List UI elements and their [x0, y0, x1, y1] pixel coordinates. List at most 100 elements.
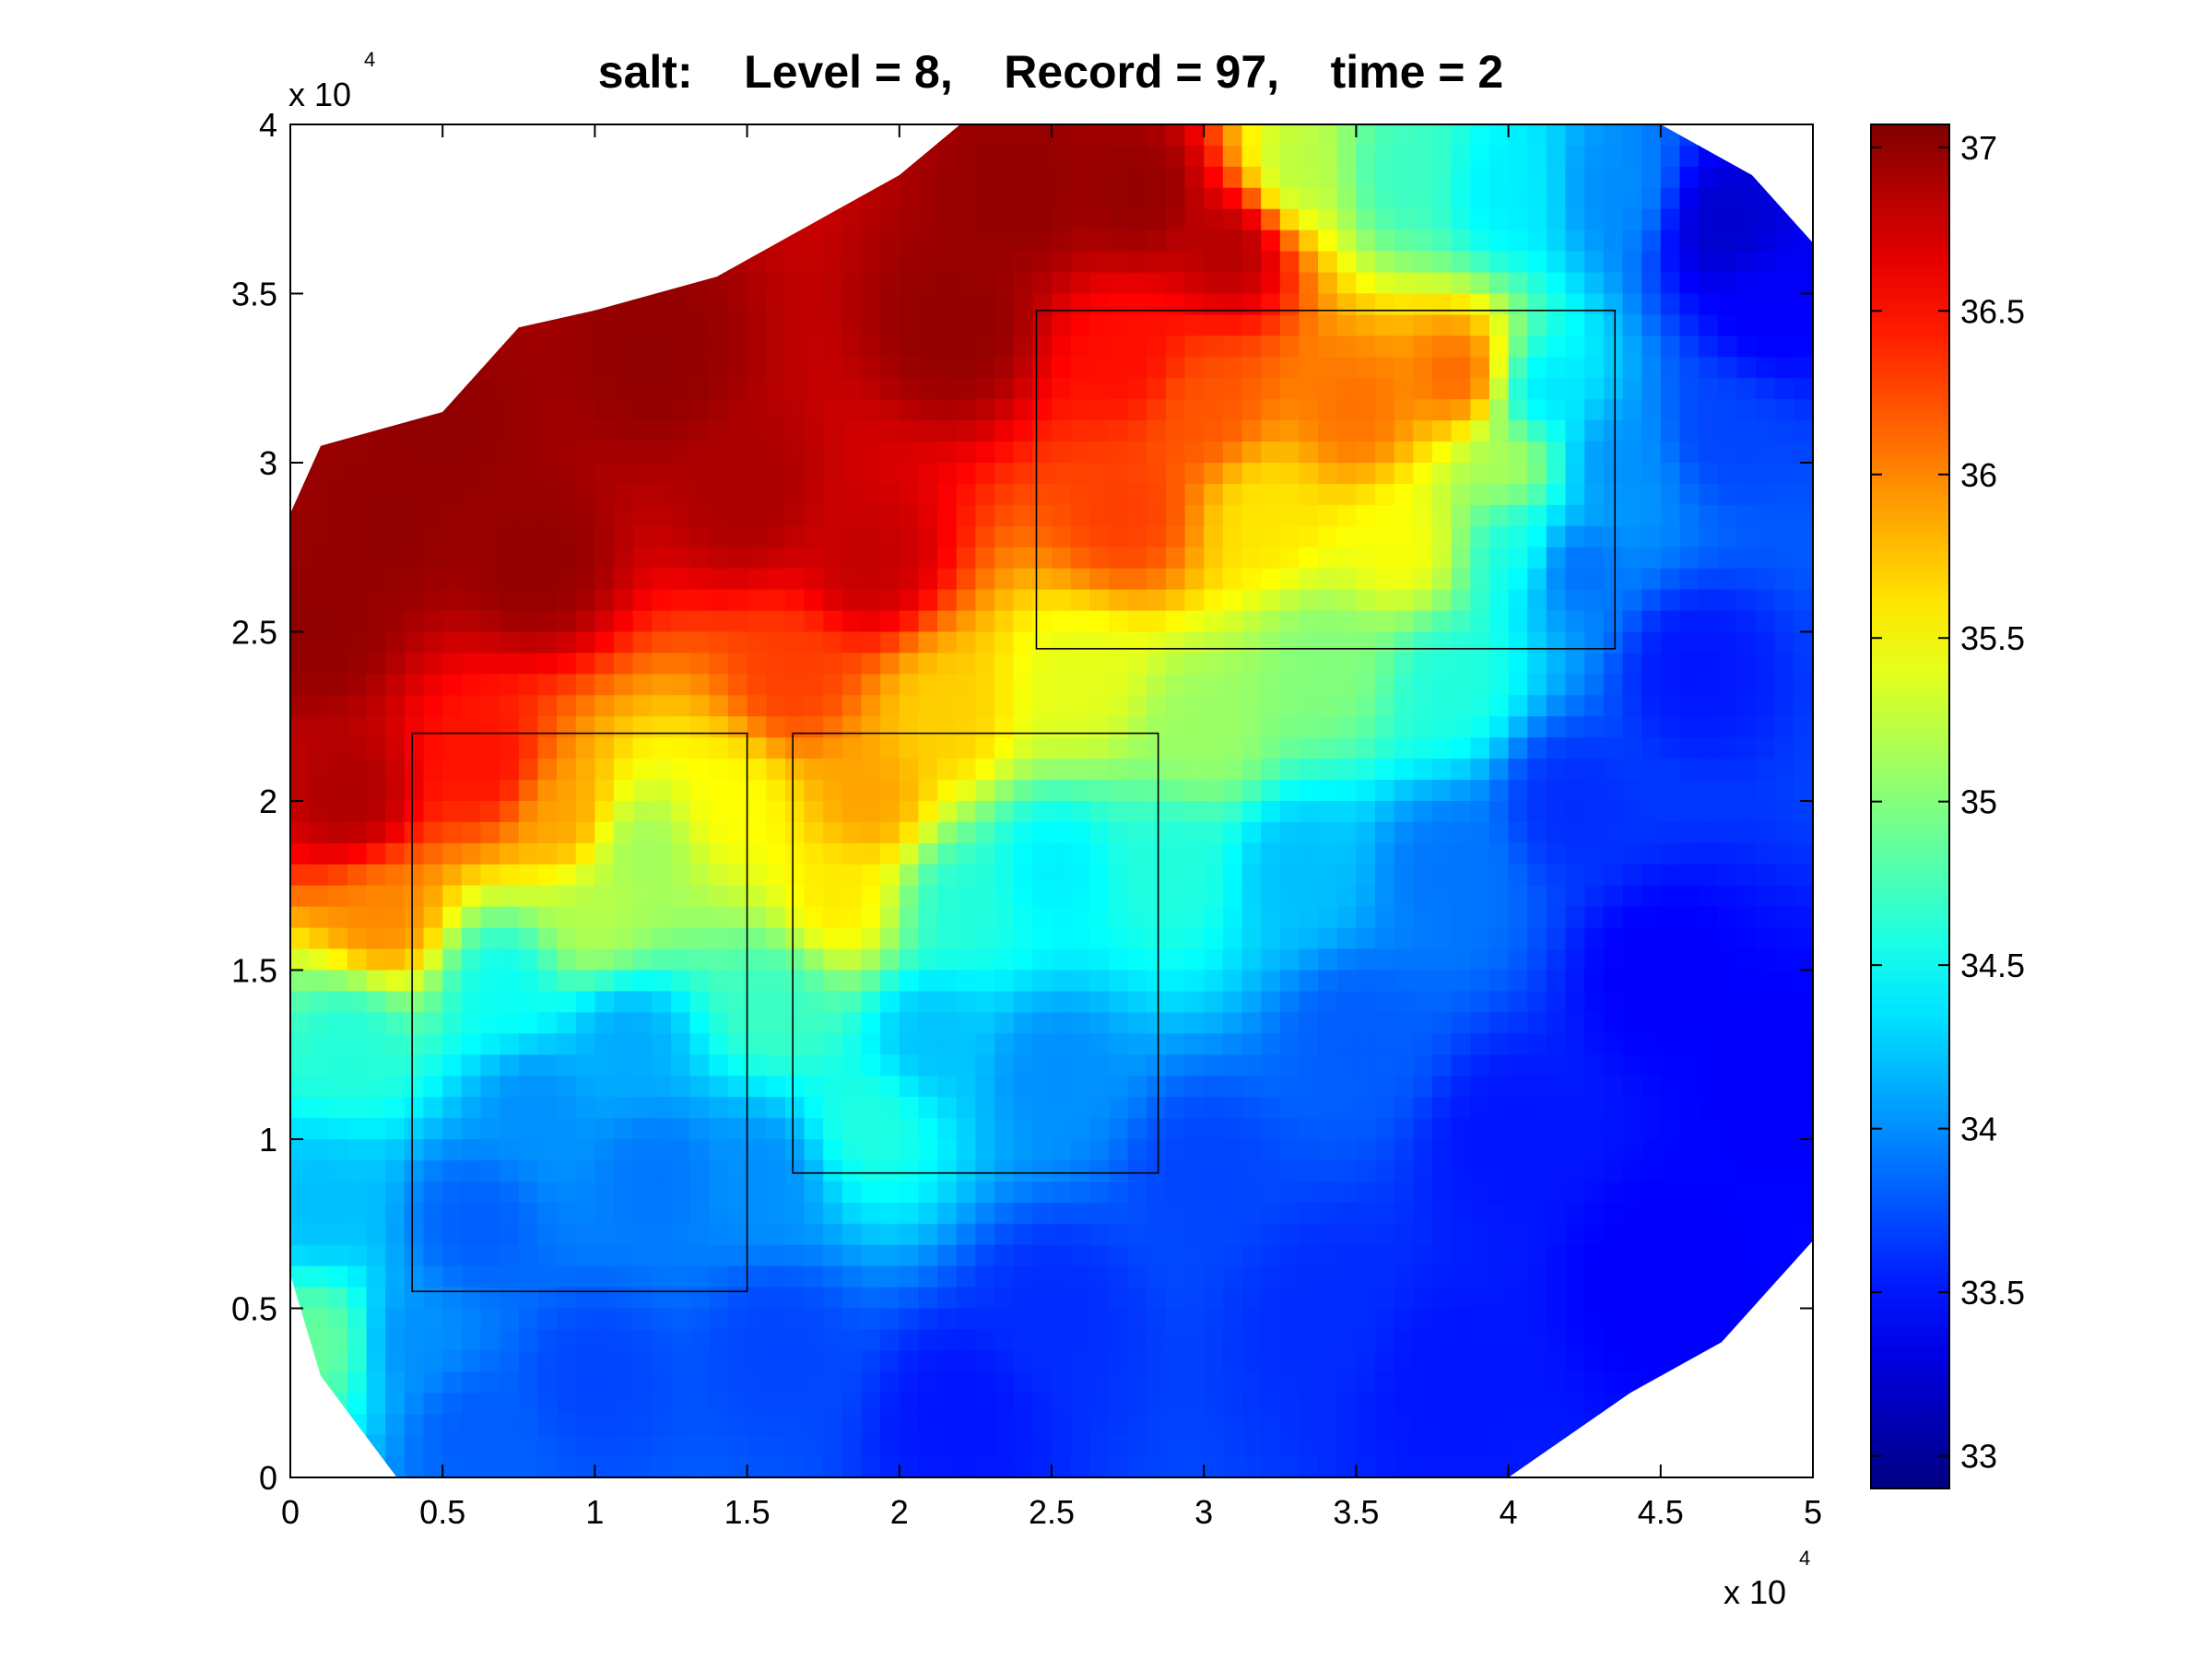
field-cell: [709, 653, 729, 675]
field-cell: [709, 1033, 729, 1055]
field-cell: [423, 1097, 443, 1119]
field-cell: [290, 631, 311, 654]
field-cell: [1565, 948, 1585, 971]
field-cell: [500, 864, 520, 887]
field-cell: [1279, 1181, 1300, 1204]
field-cell: [1622, 314, 1642, 336]
field-cell: [461, 399, 482, 421]
field-cell: [1299, 1097, 1319, 1119]
field-cell: [1127, 420, 1147, 442]
field-cell: [784, 1393, 806, 1415]
field-cell: [1451, 1097, 1471, 1119]
field-cell: [1165, 589, 1186, 612]
field-cell: [747, 314, 767, 336]
field-cell: [366, 1414, 386, 1436]
field-cell: [500, 1223, 520, 1246]
field-cell: [1756, 1033, 1776, 1055]
field-cell: [1413, 1393, 1433, 1415]
field-cell: [1508, 970, 1528, 993]
field-cell: [689, 357, 710, 379]
field-cell: [328, 970, 348, 993]
field-cell: [480, 1202, 500, 1225]
field-cell: [804, 1054, 824, 1077]
field-cell: [1052, 187, 1072, 210]
field-cell: [689, 970, 710, 993]
field-cell: [1375, 314, 1395, 336]
field-cell: [671, 504, 691, 527]
field-cell: [1241, 1223, 1262, 1246]
field-cell: [1032, 166, 1053, 189]
field-cell: [575, 759, 595, 781]
field-cell: [861, 293, 881, 316]
field-cell: [1165, 357, 1186, 379]
field-cell: [1432, 1118, 1453, 1140]
field-cell: [594, 1308, 615, 1331]
field-cell: [1241, 441, 1262, 464]
field-cell: [1736, 610, 1757, 633]
field-cell: [404, 1350, 425, 1372]
field-cell: [1527, 970, 1547, 993]
field-cell: [1679, 463, 1700, 485]
field-cell: [1318, 631, 1338, 654]
field-cell: [1432, 399, 1453, 421]
field-cell: [766, 251, 786, 274]
field-cell: [594, 842, 615, 865]
field-cell: [1394, 251, 1414, 274]
field-cell: [518, 653, 539, 675]
field-cell: [689, 1054, 710, 1077]
field-cell: [1660, 166, 1681, 189]
field-cell: [1774, 906, 1794, 929]
field-cell: [1108, 801, 1129, 823]
field-cell: [1470, 1223, 1490, 1246]
field-cell: [1299, 1265, 1319, 1288]
field-cell: [727, 927, 748, 950]
field-cell: [1584, 653, 1605, 675]
field-cell: [1527, 927, 1547, 950]
field-cell: [956, 1012, 976, 1034]
field-cell: [1451, 251, 1471, 274]
field-cell: [1184, 1265, 1205, 1288]
field-cell: [784, 906, 806, 929]
field-cell: [1394, 1329, 1414, 1351]
field-cell: [1147, 357, 1167, 379]
field-cell: [461, 420, 482, 442]
field-cell: [1013, 525, 1033, 548]
field-cell: [1299, 145, 1319, 168]
field-cell: [1299, 483, 1319, 506]
field-cell: [1184, 1054, 1205, 1077]
field-cell: [918, 441, 938, 464]
field-cell: [1165, 716, 1186, 738]
field-cell: [1222, 610, 1243, 633]
field-cell: [1679, 187, 1700, 210]
field-cell: [1603, 716, 1624, 738]
field-cell: [404, 1054, 425, 1077]
field-cell: [861, 1033, 881, 1055]
field-cell: [1013, 695, 1033, 717]
field-cell: [1679, 166, 1700, 189]
field-cell: [1108, 1308, 1129, 1331]
field-cell: [480, 948, 500, 971]
field-cell: [1222, 991, 1243, 1013]
field-cell: [652, 653, 672, 675]
field-cell: [1241, 970, 1262, 993]
field-cell: [594, 906, 615, 929]
field-cell: [1717, 272, 1737, 295]
field-cell: [766, 272, 786, 295]
field-cell: [880, 864, 900, 887]
field-cell: [1241, 251, 1262, 274]
field-cell: [1127, 399, 1147, 421]
field-cell: [1394, 1159, 1414, 1182]
field-cell: [1052, 1244, 1072, 1267]
field-cell: [1336, 229, 1357, 253]
field-cell: [328, 737, 348, 759]
field-cell: [1089, 780, 1110, 802]
field-cell: [1052, 1371, 1072, 1394]
field-cell: [1147, 780, 1167, 802]
field-cell: [1147, 1202, 1167, 1225]
field-cell: [1336, 927, 1357, 950]
field-cell: [632, 1435, 653, 1457]
field-cell: [1336, 463, 1357, 485]
field-cell: [366, 927, 386, 950]
field-cell: [709, 801, 729, 823]
field-cell: [861, 378, 881, 400]
